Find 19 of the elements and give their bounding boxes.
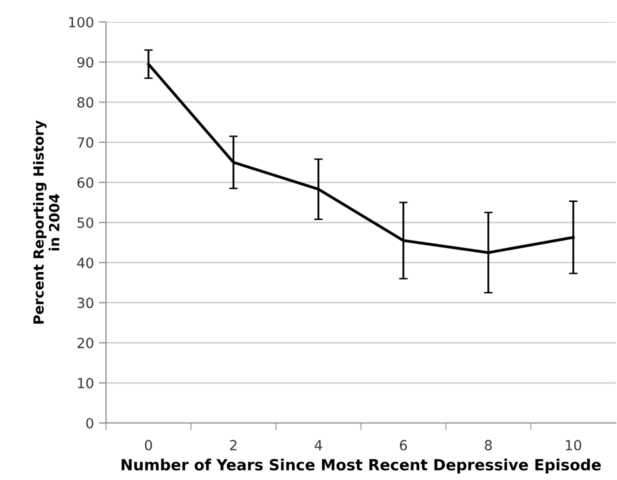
y-tick-label: 100 <box>69 16 94 28</box>
x-tick-label: 6 <box>400 440 407 450</box>
y-tick-label: 80 <box>77 97 94 108</box>
y-tick-label: 50 <box>78 217 94 228</box>
y-tick-label: 90 <box>77 57 94 68</box>
x-tick-label: 8 <box>484 440 492 450</box>
x-axis-title: Number of Years Since Most Recent Depressive Episode <box>122 458 601 474</box>
y-tick-label: 70 <box>78 137 94 148</box>
y-axis-title: Percent Reporting History in 2004 <box>33 120 60 324</box>
y-tick-label: 20 <box>78 338 94 348</box>
x-tick-label: 10 <box>566 440 582 450</box>
x-tick-label: 0 <box>144 440 152 450</box>
x-tick-label: 4 <box>314 440 322 450</box>
y-tick-label: 0 <box>86 418 94 428</box>
y-tick-label: 60 <box>77 177 94 188</box>
y-tick-label: 30 <box>78 298 94 308</box>
y-tick-label: 10 <box>78 378 94 388</box>
y-tick-label: 40 <box>77 258 94 268</box>
x-tick-label: 2 <box>230 440 236 450</box>
